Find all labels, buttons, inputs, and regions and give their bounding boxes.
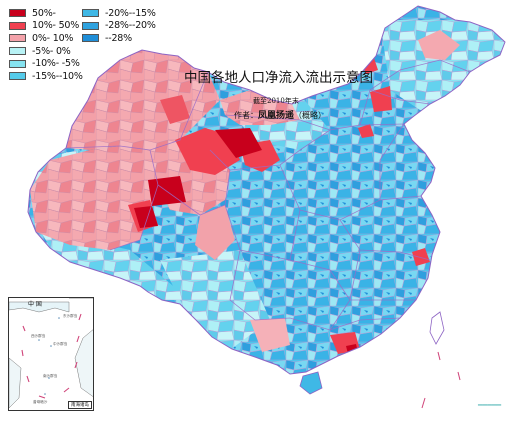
- legend-column-left: 50%- 10%- 50% 0%- 10% -5%- 0% -10%- -5% …: [9, 7, 83, 83]
- shanghai-red-region: [412, 248, 430, 266]
- south-china-sea-inset: 中 国 东沙群岛 西沙群岛 中沙群岛 南沙群岛 曾母暗沙 南海诸岛: [8, 297, 94, 411]
- inset-place-label: 南沙群岛: [43, 374, 58, 378]
- legend-swatch: [9, 9, 26, 18]
- legend-item: -15%--10%: [9, 70, 83, 83]
- legend-swatch: [9, 21, 26, 30]
- legend-item: -20%--15%: [82, 7, 156, 20]
- province-boundaries: [65, 59, 471, 331]
- sichuan-pink-region: [195, 205, 235, 260]
- legend-item: 10%- 50%: [9, 20, 83, 33]
- legend-item: -10%- -5%: [9, 57, 83, 70]
- inset-place-label: 西沙群岛: [31, 334, 46, 338]
- hainan-island: [299, 371, 323, 395]
- scale-bar: ▔▔▔▔▔: [478, 405, 502, 412]
- tibet-dark-red-region: [134, 206, 158, 228]
- southwest-cyan-region: [40, 230, 190, 300]
- map-author: 作者：凤凰扬遥（概略）: [234, 108, 326, 121]
- inner-mongolia-dark-red-region: [215, 128, 262, 158]
- legend-swatch: [82, 21, 99, 30]
- legend-label: 10%- 50%: [32, 20, 80, 32]
- legend-swatch: [82, 34, 99, 43]
- legend-label: --28%: [105, 32, 132, 44]
- author-prefix: 作者：: [234, 111, 258, 120]
- author-suffix: （概略）: [294, 111, 327, 120]
- legend-swatch: [9, 72, 26, 81]
- guangxi-pink-region: [250, 318, 290, 352]
- tibet-pink-region: [30, 146, 160, 250]
- author-name: 凤凰扬遥: [258, 111, 295, 121]
- inset-caption: 南海诸岛: [68, 401, 92, 409]
- map-subtitle: 截至2010年末: [253, 97, 299, 105]
- sea-boundary-dashes: [421, 351, 461, 409]
- inset-map: [9, 298, 93, 409]
- jilin-red-region: [370, 86, 392, 112]
- legend-item: --28%: [82, 32, 156, 45]
- map-title: 中国各地人口净流入流出示意图: [184, 70, 373, 86]
- taiwan-island: [429, 311, 445, 345]
- legend-label: 0%- 10%: [32, 32, 74, 44]
- inset-place-label: 曾母暗沙: [33, 400, 48, 404]
- legend-column-right: -20%--15% -28%--20% --28%: [82, 7, 156, 45]
- legend-label: -20%--15%: [105, 7, 156, 19]
- legend-swatch: [9, 47, 26, 56]
- legend-item: 50%-: [9, 7, 83, 20]
- inset-title: 中 国: [28, 301, 42, 308]
- legend-item: -5%- 0%: [9, 45, 83, 58]
- inset-place-label: 东沙群岛: [63, 314, 78, 318]
- heilongjiang-pink-region: [418, 30, 460, 60]
- legend-label: -5%- 0%: [32, 45, 71, 57]
- xinjiang-north-red-region: [160, 95, 190, 124]
- legend-label: -28%--20%: [105, 20, 156, 32]
- legend-label: 50%-: [32, 7, 56, 19]
- legend-label: -10%- -5%: [32, 58, 80, 70]
- xinjiang-pink-region: [66, 50, 220, 150]
- legend-item: 0%- 10%: [9, 32, 83, 45]
- china-border: [27, 5, 506, 375]
- legend-swatch: [9, 34, 26, 43]
- legend-item: -28%--20%: [82, 20, 156, 33]
- legend-swatch: [9, 59, 26, 68]
- beijing-red-region: [358, 124, 374, 138]
- legend-swatch: [82, 9, 99, 18]
- legend-label: -15%--10%: [32, 70, 83, 82]
- inset-place-label: 中沙群岛: [53, 342, 68, 346]
- yunnan-cyan-region: [160, 250, 270, 350]
